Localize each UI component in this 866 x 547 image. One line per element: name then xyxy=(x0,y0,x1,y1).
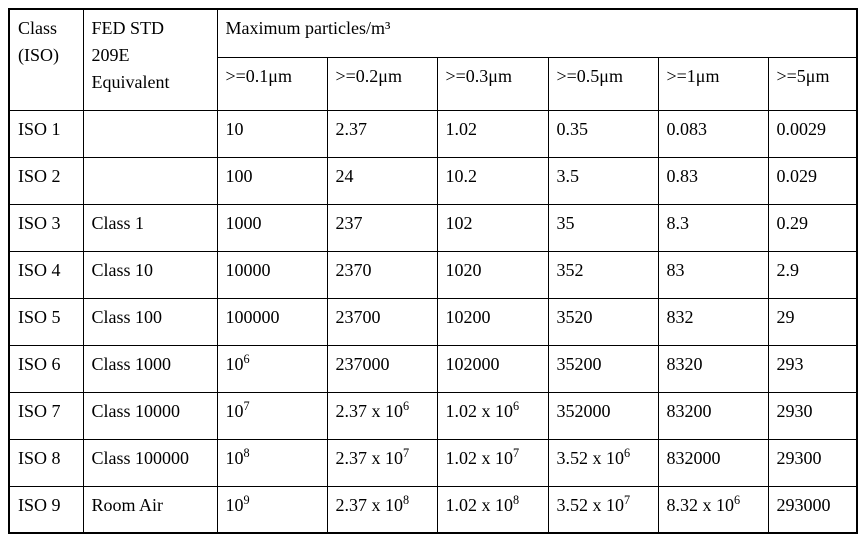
table-cell: 3520 xyxy=(547,297,659,346)
row-label: ISO 3 xyxy=(8,203,84,252)
table-cell: 293000 xyxy=(767,485,858,534)
row-label: ISO 9 xyxy=(8,485,84,534)
table-cell: Class 10000 xyxy=(82,391,218,440)
table-cell: 2930 xyxy=(767,391,858,440)
table-cell: 83 xyxy=(657,250,769,299)
table-cell: Class 1000 xyxy=(82,344,218,393)
table-cell: 29 xyxy=(767,297,858,346)
table-cell: 102 xyxy=(436,203,549,252)
table-cell: 0.083 xyxy=(657,109,769,158)
header-class-iso: Class (ISO) xyxy=(8,8,84,111)
table-cell: 1.02 x 107 xyxy=(436,438,549,487)
table-cell: 2.37 x 108 xyxy=(326,485,438,534)
table-cell: 352 xyxy=(547,250,659,299)
table-cell: 0.0029 xyxy=(767,109,858,158)
table-cell: 1020 xyxy=(436,250,549,299)
table-cell: 108 xyxy=(216,438,328,487)
table-cell: 10 xyxy=(216,109,328,158)
table-cell: 8.3 xyxy=(657,203,769,252)
table-cell xyxy=(82,156,218,205)
row-label: ISO 1 xyxy=(8,109,84,158)
table-cell: 3.5 xyxy=(547,156,659,205)
table-cell: 109 xyxy=(216,485,328,534)
header-threshold-5um: >=5μm xyxy=(767,56,858,111)
header-threshold-1um: >=1μm xyxy=(657,56,769,111)
row-label: ISO 6 xyxy=(8,344,84,393)
table-cell: 106 xyxy=(216,344,328,393)
header-fed-std-equivalent: FED STD 209E Equivalent xyxy=(82,8,218,111)
header-threshold-0-1um: >=0.1μm xyxy=(216,56,328,111)
table-cell: 0.35 xyxy=(547,109,659,158)
header-threshold-0-3um: >=0.3μm xyxy=(436,56,549,111)
row-label: ISO 8 xyxy=(8,438,84,487)
table-cell xyxy=(82,109,218,158)
table-cell: 237000 xyxy=(326,344,438,393)
table-cell: 107 xyxy=(216,391,328,440)
table-cell: 2.37 x 107 xyxy=(326,438,438,487)
header-threshold-0-2um: >=0.2μm xyxy=(326,56,438,111)
table-cell: 1.02 xyxy=(436,109,549,158)
table-cell: 237 xyxy=(326,203,438,252)
table-cell: 2.9 xyxy=(767,250,858,299)
table-row-iso-5: ISO 5 Class 100 100000 23700 10200 3520 … xyxy=(8,297,858,346)
header-row-thresholds: >=0.1μm >=0.2μm >=0.3μm >=0.5μm >=1μm >=… xyxy=(9,56,858,111)
table-cell: 10200 xyxy=(436,297,549,346)
table-cell: 10000 xyxy=(216,250,328,299)
table-cell: Class 1 xyxy=(82,203,218,252)
table-cell: 2.37 x 106 xyxy=(326,391,438,440)
table-cell: 832 xyxy=(657,297,769,346)
table-cell: 10.2 xyxy=(436,156,549,205)
table-cell: 83200 xyxy=(657,391,769,440)
table-cell: Class 10 xyxy=(82,250,218,299)
table-cell: Class 100 xyxy=(82,297,218,346)
row-label: ISO 7 xyxy=(8,391,84,440)
table-cell: 102000 xyxy=(436,344,549,393)
table-row-iso-8: ISO 8 Class 100000 108 2.37 x 107 1.02 x… xyxy=(8,438,858,487)
header-threshold-0-5um: >=0.5μm xyxy=(547,56,659,111)
table-cell: 0.029 xyxy=(767,156,858,205)
header-row-top: Class (ISO) FED STD 209E Equivalent Maxi… xyxy=(8,8,858,111)
table-cell: Class 100000 xyxy=(82,438,218,487)
table-cell: 35200 xyxy=(547,344,659,393)
table-cell: 832000 xyxy=(657,438,769,487)
table-row-iso-4: ISO 4 Class 10 10000 2370 1020 352 83 2.… xyxy=(8,250,858,299)
table-row-iso-2: ISO 2 100 24 10.2 3.5 0.83 0.029 xyxy=(8,156,858,205)
table-cell: 8.32 x 106 xyxy=(657,485,769,534)
table-cell: 1000 xyxy=(216,203,328,252)
table-cell: 29300 xyxy=(767,438,858,487)
table-cell: 293 xyxy=(767,344,858,393)
table-cell: 352000 xyxy=(547,391,659,440)
table-row-iso-7: ISO 7 Class 10000 107 2.37 x 106 1.02 x … xyxy=(8,391,858,440)
table-cell: 100000 xyxy=(216,297,328,346)
table-cell: 2370 xyxy=(326,250,438,299)
table-cell: 24 xyxy=(326,156,438,205)
table-cell: 1.02 x 106 xyxy=(436,391,549,440)
table-cell: 100 xyxy=(216,156,328,205)
table-cell: Room Air xyxy=(82,485,218,534)
table-cell: 23700 xyxy=(326,297,438,346)
table-row-iso-3: ISO 3 Class 1 1000 237 102 35 8.3 0.29 xyxy=(8,203,858,252)
table-row-iso-9: ISO 9 Room Air 109 2.37 x 108 1.02 x 108… xyxy=(8,485,858,534)
table-cell: 1.02 x 108 xyxy=(436,485,549,534)
table-row-iso-6: ISO 6 Class 1000 106 237000 102000 35200… xyxy=(8,344,858,393)
row-label: ISO 5 xyxy=(8,297,84,346)
row-label: ISO 2 xyxy=(8,156,84,205)
iso-cleanroom-classification-table: Class (ISO) FED STD 209E Equivalent Maxi… xyxy=(8,8,859,534)
header-max-particles: Maximum particles/m³ xyxy=(216,8,858,58)
table-cell: 0.29 xyxy=(767,203,858,252)
table-cell: 3.52 x 106 xyxy=(547,438,659,487)
table-cell: 8320 xyxy=(657,344,769,393)
table-cell: 0.83 xyxy=(657,156,769,205)
table-cell: 3.52 x 107 xyxy=(547,485,659,534)
row-label: ISO 4 xyxy=(8,250,84,299)
table-row-iso-1: ISO 1 10 2.37 1.02 0.35 0.083 0.0029 xyxy=(8,109,858,158)
table-cell: 35 xyxy=(547,203,659,252)
table-cell: 2.37 xyxy=(326,109,438,158)
